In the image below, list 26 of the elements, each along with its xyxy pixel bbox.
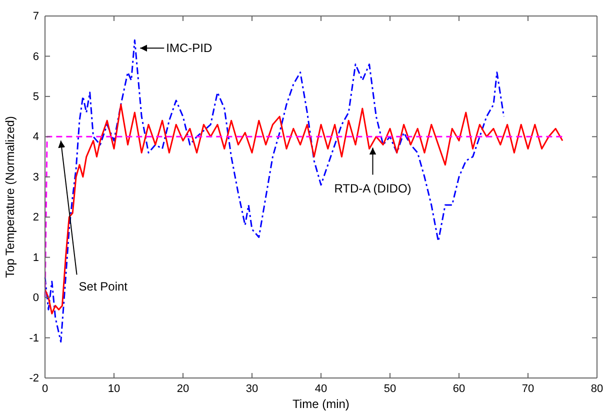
x-tick-label: 80 <box>590 382 604 395</box>
line-series <box>44 104 564 314</box>
y-tick-label: 2 <box>32 212 39 224</box>
y-tick-label: 6 <box>32 50 39 63</box>
x-tick-label: 30 <box>246 382 258 395</box>
x-tick-label: 40 <box>314 382 328 395</box>
y-tick-label: 4 <box>32 131 39 144</box>
y-tick-label: 1 <box>32 252 39 264</box>
annotation: Set Point <box>78 280 128 294</box>
x-tick-label: 20 <box>176 382 190 395</box>
y-tick-label: -1 <box>29 332 39 344</box>
x-tick-label: 0 <box>42 382 48 395</box>
y-axis-title: Top Temperature (Normalized) <box>3 116 17 278</box>
x-tick-label: 70 <box>522 382 534 395</box>
annotation: RTD-A (DIDO) <box>334 182 412 196</box>
y-tick-label: 7 <box>32 10 39 23</box>
annotation: IMC-PID <box>166 41 212 56</box>
x-tick-label: 10 <box>108 382 120 395</box>
x-tick-label: 60 <box>452 382 466 395</box>
y-tick-label: -2 <box>29 372 39 385</box>
x-tick-label: 50 <box>384 382 396 395</box>
y-tick-label: 5 <box>32 90 39 103</box>
y-tick-label: 0 <box>32 292 39 304</box>
line-series <box>44 39 505 343</box>
x-axis-title: Time (min) <box>292 397 350 411</box>
y-tick-label: 3 <box>32 171 39 184</box>
